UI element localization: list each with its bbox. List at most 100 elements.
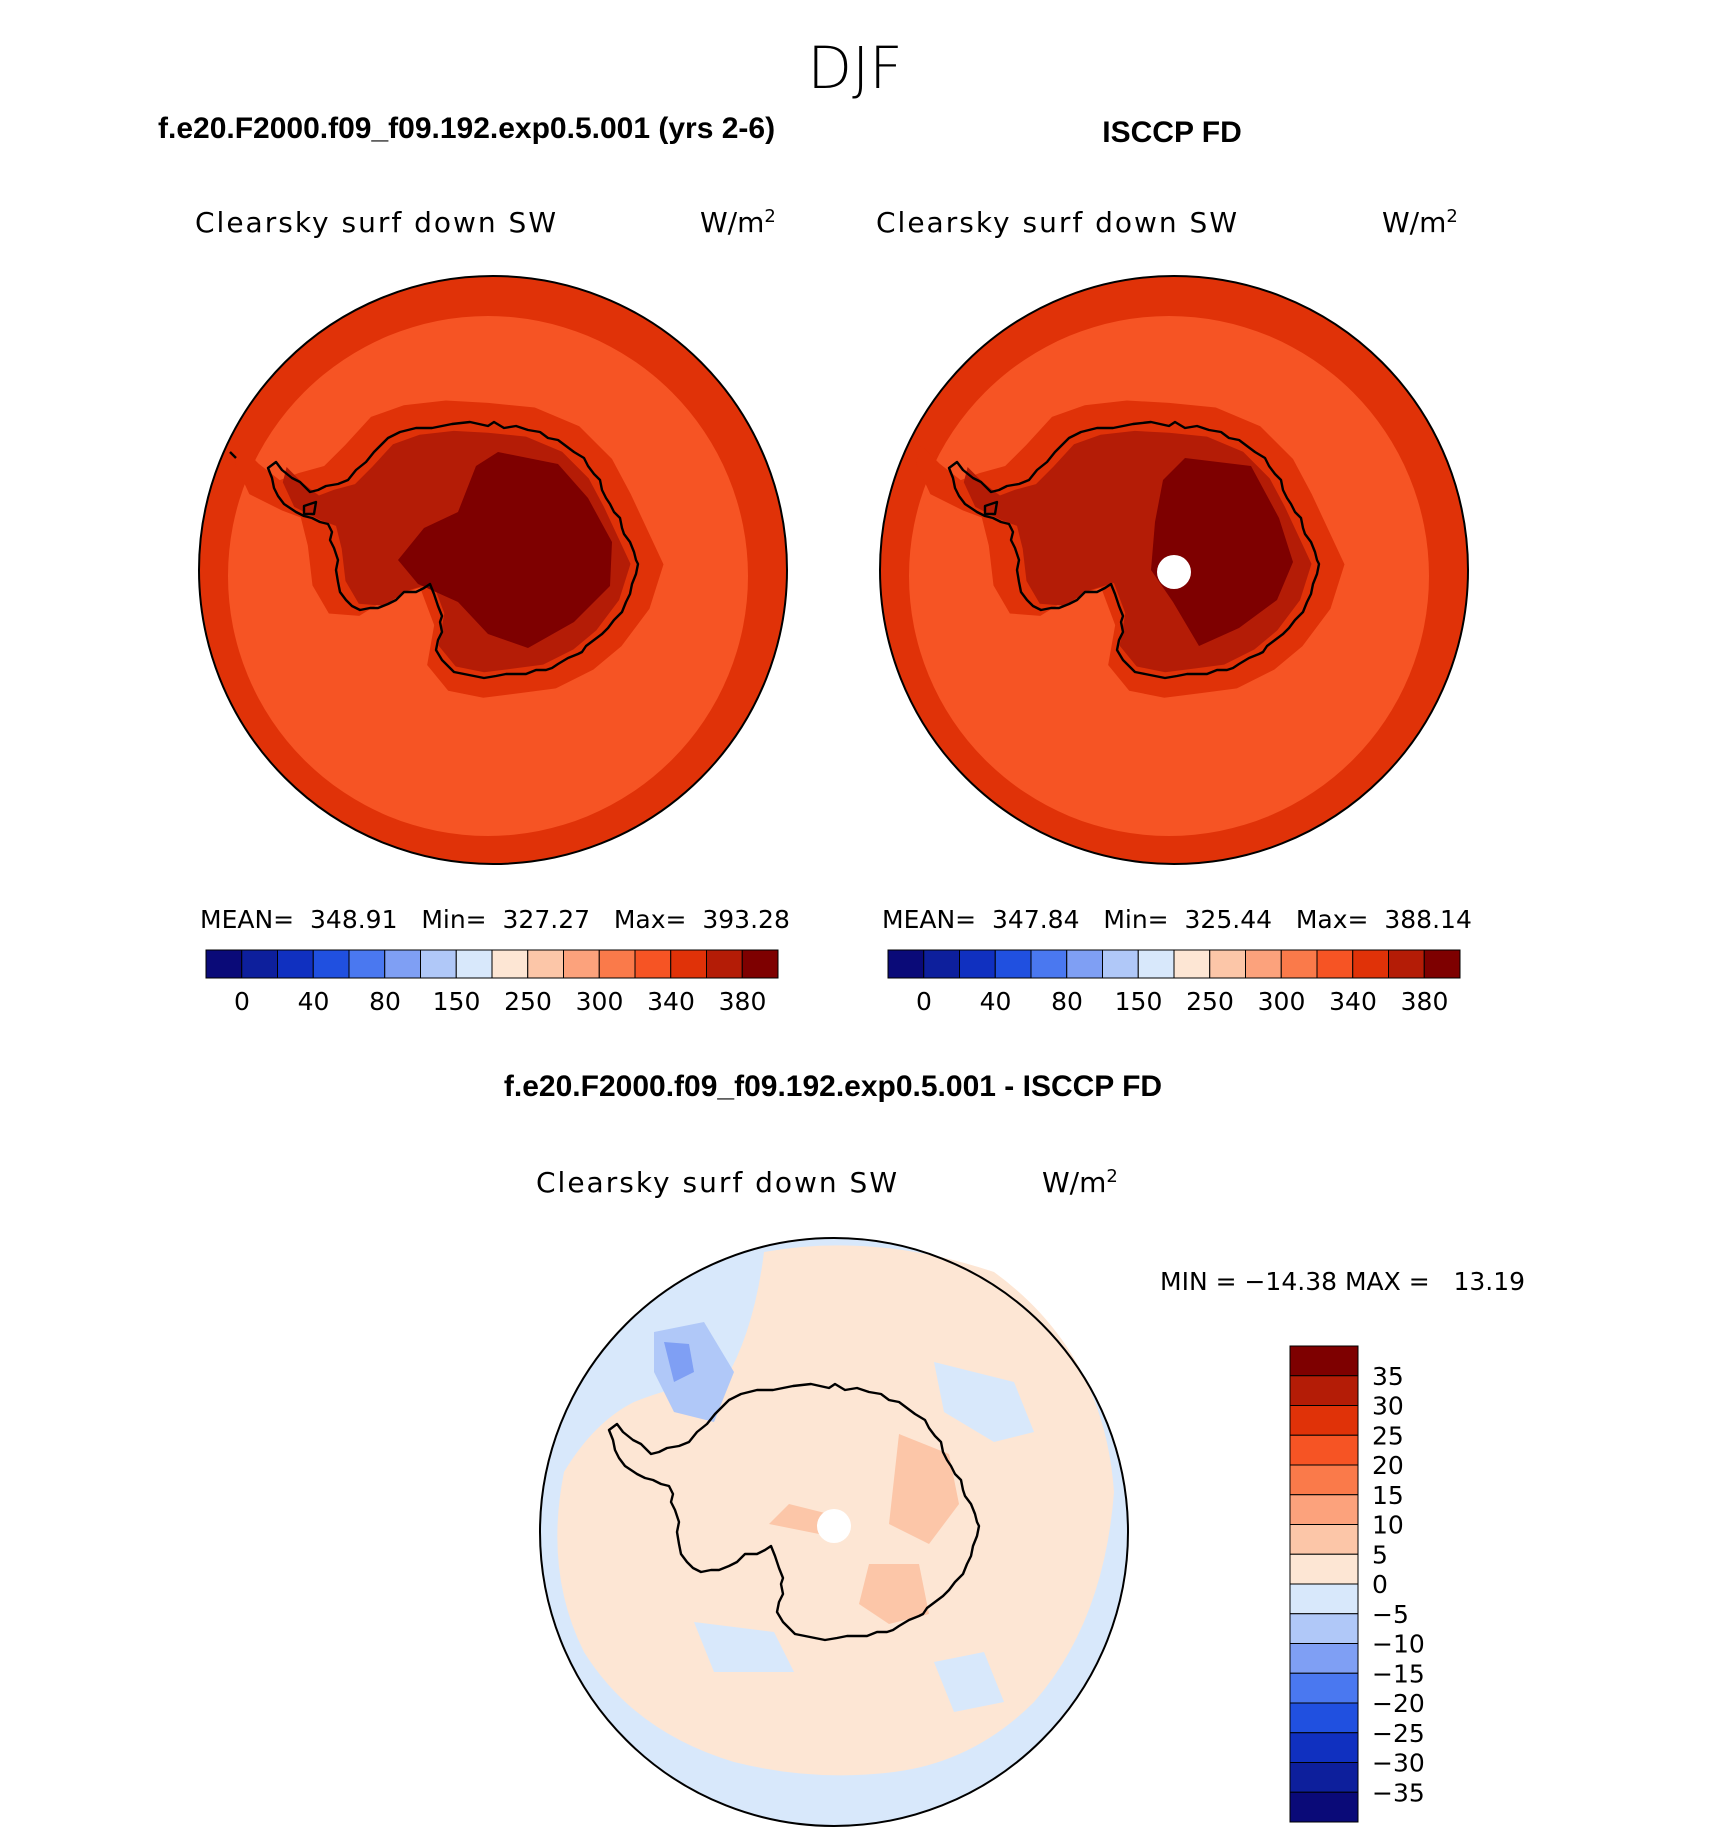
colorbar-swatch [887,949,925,979]
island [229,451,237,459]
figure-title: DJF [807,34,902,102]
colorbar-swatch [994,949,1032,979]
panel-title: ISCCP FD [1102,116,1241,149]
colorbar-swatch [1289,1791,1359,1823]
plateau-region [1151,458,1293,646]
colorbar-tick-label: 150 [433,987,481,1016]
plateau-region [398,452,612,648]
colorbar-swatch [527,949,564,979]
colorbar-swatch [491,949,529,979]
panel-model: f.e20.F2000.f09_f09.192.exp0.5.001 (yrs … [158,112,790,1016]
units-label: W/m2 [1382,206,1458,239]
colorbar-tick-label: 80 [1051,987,1083,1016]
colorbar-swatch [1423,949,1461,979]
colorbar-tick-label: 150 [1115,987,1163,1016]
colorbar-swatch [1289,1494,1359,1525]
colorbar-swatch [1289,1672,1359,1704]
field-name: Clearsky surf down SW [536,1166,899,1199]
colorbar-tick-label: 5 [1372,1540,1388,1569]
map-boundary [539,1237,1129,1827]
map-boundary [879,275,1469,865]
colorbar-swatch [563,949,600,979]
colorbar-swatch [1289,1464,1359,1496]
colorbar-swatch [1289,1702,1359,1734]
colorbar-swatch [1173,949,1211,979]
colorbar-swatch [384,949,421,979]
colorbar-swatch [1209,949,1246,979]
colorbar-swatch [1289,1762,1359,1793]
colorbar-swatch [312,949,350,979]
colorbar-swatch [1352,949,1389,979]
colorbar-tick-label: 340 [1329,987,1377,1016]
colorbar-swatch [420,949,457,979]
colorbar-swatch [241,949,278,979]
positive-anomaly-patch [859,1564,929,1624]
colorbar-tick-label: 250 [504,987,552,1016]
units-label: W/m2 [700,206,776,239]
colorbar-tick-label: 35 [1372,1362,1404,1391]
colorbar-swatch [598,949,636,979]
colorbar-tick-label: −15 [1372,1659,1425,1688]
panel-obs: ISCCP FD Clearsky surf down SW W/m2 MEAN… [876,116,1472,1016]
colorbar-swatch [1289,1405,1359,1436]
map-boundary [198,275,788,865]
polar-map [539,1237,1129,1827]
negative-anomaly-region [694,1622,794,1672]
polar-map [198,275,788,865]
colorbar-swatch [1066,949,1103,979]
colorbar-tick-label: −5 [1372,1600,1409,1629]
colorbar-tick-label: 380 [1401,987,1449,1016]
colorbar-swatch [1289,1345,1359,1377]
panel-difference: f.e20.F2000.f09_f09.192.exp0.5.001 - ISC… [504,1070,1525,1827]
colorbar-swatch [741,949,779,979]
pole-hole [817,1509,851,1543]
colorbar-tick-label: 80 [369,987,401,1016]
colorbar-swatch [348,949,386,979]
colorbar-tick-label: 380 [719,987,767,1016]
negative-anomaly-region [664,1342,694,1382]
colorbar-tick-label: 300 [576,987,624,1016]
island [302,500,318,516]
colorbar-swatch [1289,1732,1359,1763]
units-superscript: 2 [1446,206,1457,227]
island [983,500,999,516]
colorbar-swatch [706,949,743,979]
colorbar-swatch [455,949,493,979]
pole-hole [1157,555,1191,589]
panel-title: f.e20.F2000.f09_f09.192.exp0.5.001 - ISC… [504,1070,1162,1103]
colorbar-tick-label: 0 [1372,1570,1388,1599]
colorbar-tick-label: 40 [980,987,1012,1016]
colorbar-swatch [959,949,996,979]
field-name: Clearsky surf down SW [876,206,1239,239]
colorbar-tick-label: 10 [1372,1511,1404,1540]
colorbar-swatch [1245,949,1282,979]
negative-anomaly-region [934,1652,1004,1712]
colorbar-tick-label: −35 [1372,1778,1425,1807]
positive-anomaly-patch [889,1434,959,1544]
colorbar-swatch [1289,1613,1359,1644]
colorbar-swatch [1102,949,1139,979]
colorbar-tick-label: −25 [1372,1719,1425,1748]
colorbar-swatch [1289,1375,1359,1406]
units-text: W/m [700,206,764,239]
panel-title: f.e20.F2000.f09_f09.192.exp0.5.001 (yrs … [158,112,775,145]
positive-anomaly-patch [769,1504,829,1534]
colorbar-swatch [1289,1583,1359,1615]
colorbar-swatch [1289,1434,1359,1466]
colorbar-tick-label: 40 [298,987,330,1016]
colorbar-tick-label: −10 [1372,1630,1425,1659]
colorbar-swatch [1280,949,1318,979]
units-superscript: 2 [764,206,775,227]
colorbar-swatch [1316,949,1354,979]
colorbar-tick-label: 20 [1372,1451,1404,1480]
colorbar-tick-label: 15 [1372,1481,1404,1510]
units-label: W/m2 [1042,1166,1118,1199]
colorbar-swatch [1137,949,1175,979]
colorbar: 0 40 80 150 250 300 340 380 [887,949,1461,1016]
colorbar-tick-label: 25 [1372,1421,1404,1450]
colorbar: 0 40 80 150 250 300 340 380 [205,949,779,1016]
colorbar-tick-label: −20 [1372,1689,1425,1718]
colorbar-tick-label: 30 [1372,1392,1404,1421]
